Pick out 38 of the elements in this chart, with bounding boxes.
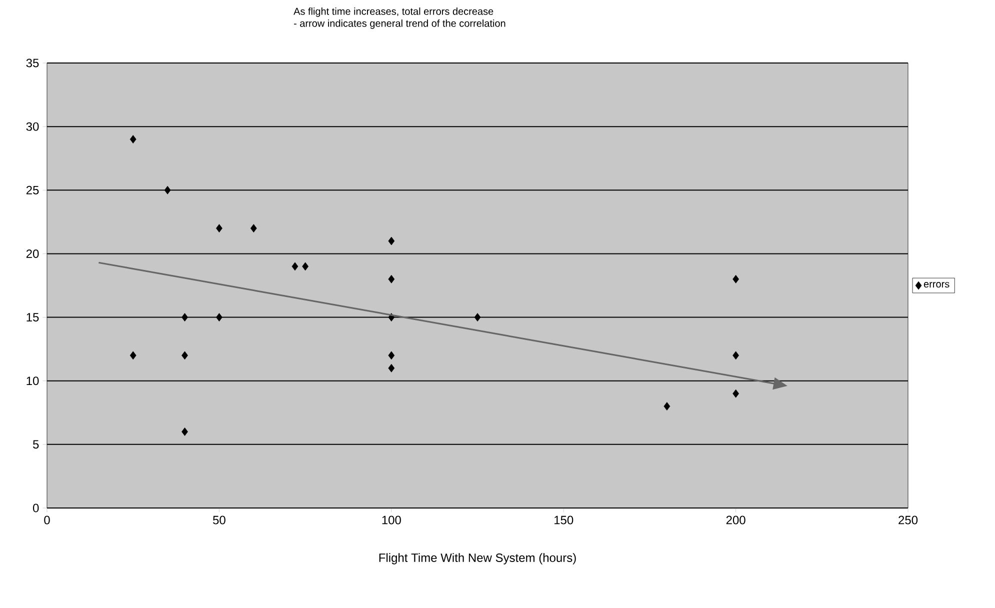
point <box>388 236 395 246</box>
x-tick-label: 100 <box>382 516 401 524</box>
point <box>250 224 257 232</box>
point <box>474 313 481 322</box>
point <box>216 313 222 322</box>
point <box>292 262 298 271</box>
point <box>732 351 740 360</box>
point <box>732 274 740 284</box>
point <box>182 351 188 360</box>
y-tick-label: 10 <box>26 376 39 386</box>
point <box>182 313 188 322</box>
y-tick-label: 25 <box>26 186 39 194</box>
x-tick-label: 0 <box>44 516 50 524</box>
point <box>130 135 136 144</box>
x-tick-label: 50 <box>213 516 226 524</box>
point <box>302 262 309 271</box>
x-tick-label: 200 <box>726 516 746 524</box>
y-tick-label: 15 <box>26 313 39 322</box>
point <box>216 224 222 232</box>
point <box>732 389 740 398</box>
point <box>388 351 395 360</box>
chart-subtitle: - arrow indicates general trend of the correlation <box>294 20 506 29</box>
y-tick-label: 5 <box>33 440 39 449</box>
y-tick-label: 30 <box>26 122 39 131</box>
point <box>388 274 395 284</box>
point <box>130 351 136 360</box>
chart-title: As flight time increases, total errors decrease <box>294 8 494 17</box>
y-tick-label: 20 <box>26 249 39 258</box>
point <box>182 428 188 436</box>
point <box>664 402 670 410</box>
x-tick-label: 150 <box>554 516 574 524</box>
x-axis-title: Flight Time With New System (hours) <box>379 553 576 564</box>
y-tick-label: 35 <box>26 58 39 68</box>
x-tick-label: 250 <box>898 516 918 524</box>
point <box>388 364 395 372</box>
point <box>164 186 171 194</box>
y-tick-label: 0 <box>32 504 39 512</box>
legend-label: errors <box>924 282 950 288</box>
